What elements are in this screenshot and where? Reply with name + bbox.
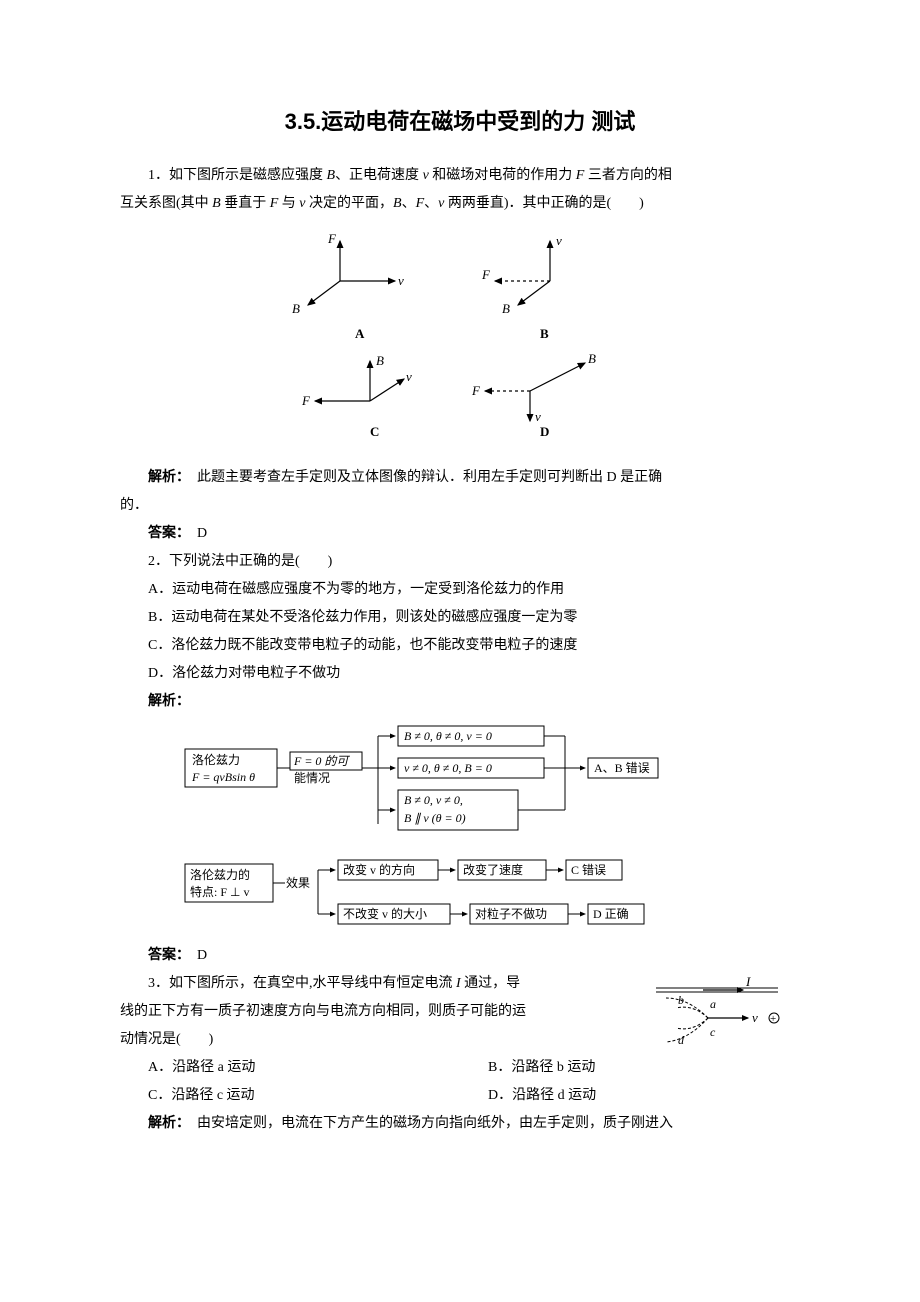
q1-stem-line1: 1．如下图所示是磁感应强度 B、正电荷速度 v 和磁场对电荷的作用力 F 三者方… (120, 162, 800, 190)
q1-l2c: 与 (278, 196, 299, 211)
q2-answer: 答案： D (120, 942, 800, 970)
q1-B1: B (327, 168, 336, 183)
q3-analysis-text: 由安培定则，电流在下方产生的磁场方向指向纸外，由左手定则，质子刚进入 (183, 1116, 673, 1131)
q2-answer-label: 答案： (148, 948, 183, 963)
q1-t3: 和磁场对电荷的作用力 (429, 168, 576, 183)
q2-optB: B．运动电荷在某处不受洛伦兹力作用，则该处的磁感应强度一定为零 (120, 604, 800, 632)
flow-c3b: B ∥ v (θ = 0) (404, 811, 466, 825)
q3-options: A．沿路径 a 运动 B．沿路径 b 运动 C．沿路径 c 运动 D．沿路径 d… (120, 1054, 800, 1110)
q1-answer: 答案： D (120, 520, 800, 548)
diag-C-B: B (376, 353, 384, 368)
q3fig-c: c (710, 1025, 716, 1039)
q3-block: 3．如下图所示，在真空中,水平导线中有恒定电流 I 通过，导 线的正下方有一质子… (120, 970, 800, 1054)
q3-optD: D．沿路径 d 运动 (460, 1082, 800, 1110)
q2-optD: D．洛伦兹力对带电粒子不做功 (120, 660, 800, 688)
q1-l2b: 垂直于 (221, 196, 270, 211)
q1-analysis-2: 的． (120, 492, 800, 520)
q1-t1: 1．如下图所示是磁感应强度 (148, 168, 327, 183)
diag-D-B: B (588, 351, 596, 366)
diag-B-v: v (556, 233, 562, 248)
q3-analysis-label: 解析： (148, 1116, 183, 1131)
q1-B3: B (393, 196, 402, 211)
q1-analysis: 解析： 此题主要考查左手定则及立体图像的辩认．利用左手定则可判断出 D 是正确 (120, 464, 800, 492)
flow-b2b: 能情况 (294, 771, 330, 785)
q3-line1: 3．如下图所示，在真空中,水平导线中有恒定电流 I 通过，导 (120, 970, 645, 998)
diag-B-F: F (481, 267, 491, 282)
q3-analysis: 解析： 由安培定则，电流在下方产生的磁场方向指向纸外，由左手定则，质子刚进入 (120, 1110, 800, 1138)
q1-l2a: 互关系图(其中 (120, 196, 212, 211)
q2-flowchart: 洛伦兹力 F = qvBsin θ F = 0 的可 能情况 B ≠ 0, θ … (120, 724, 800, 934)
q2-stem: 2．下列说法中正确的是( ) (120, 548, 800, 576)
q1-analysis-label: 解析： (148, 470, 183, 485)
q1-figure: F v B A v F B B B v F C B F v D (120, 226, 800, 456)
flow-b1a: 洛伦兹力 (192, 752, 240, 767)
flow-d2: 改变了速度 (463, 862, 523, 877)
q1-analysis-text: 此题主要考查左手定则及立体图像的辩认．利用左手定则可判断出 D 是正确 (183, 470, 662, 485)
flow-c2: v ≠ 0, θ ≠ 0, B = 0 (404, 761, 492, 775)
diag-C-label: C (370, 424, 379, 439)
flow-c1: B ≠ 0, θ ≠ 0, v = 0 (404, 729, 492, 743)
q2-answer-text: D (183, 948, 207, 963)
q1-answer-text: D (183, 526, 207, 541)
page-title: 3.5.运动电荷在磁场中受到的力 测试 (120, 100, 800, 144)
q3fig-d: d (678, 1033, 685, 1047)
diag-D-v: v (535, 409, 541, 424)
q1-l2e: 、 (402, 196, 416, 211)
flow-r1: A、B 错误 (594, 761, 650, 775)
q1-B2: B (212, 196, 221, 211)
diag-A-v: v (398, 273, 404, 288)
diag-D-F: F (471, 383, 481, 398)
q1-t4: 三者方向的相 (584, 168, 672, 183)
flow-b2a: F = 0 的可 (293, 754, 350, 768)
q1-l2f: 、 (424, 196, 438, 211)
diag-B-B: B (502, 301, 510, 316)
diag-C-F: F (301, 393, 311, 408)
flow-c3a: B ≠ 0, v ≠ 0, (404, 793, 463, 807)
q1-stem-line2: 互关系图(其中 B 垂直于 F 与 v 决定的平面，B、F、v 两两垂直)．其中… (120, 190, 800, 218)
q2-optA: A．运动电荷在磁感应强度不为零的地方，一定受到洛伦兹力的作用 (120, 576, 800, 604)
flow-e2: 对粒子不做功 (475, 906, 547, 921)
q3-l1a: 3．如下图所示，在真空中,水平导线中有恒定电流 (148, 976, 456, 991)
diag-D-label: D (540, 424, 549, 439)
flow-d3: C 错误 (571, 863, 606, 877)
q3-figure: I v + a b c d (645, 970, 800, 1054)
flow-d1: 改变 v 的方向 (343, 862, 415, 877)
q3fig-v: v (752, 1010, 758, 1025)
flow-b3b: 特点: F ⊥ v (190, 884, 249, 899)
q3-optC: C．沿路径 c 运动 (120, 1082, 460, 1110)
q1-answer-label: 答案： (148, 526, 183, 541)
q3fig-b: b (678, 993, 684, 1007)
q3-line2: 线的正下方有一质子初速度方向与电流方向相同，则质子可能的运 (120, 998, 645, 1026)
q3-optB: B．沿路径 b 运动 (460, 1054, 800, 1082)
q3-line3: 动情况是( ) (120, 1026, 645, 1054)
diag-C-v: v (406, 369, 412, 384)
flow-b3a: 洛伦兹力的 (190, 867, 250, 882)
flow-b1b: F = qvBsin θ (191, 770, 255, 784)
flow-e1: 不改变 v 的大小 (343, 906, 427, 921)
q2-optC: C．洛伦兹力既不能改变带电粒子的动能，也不能改变带电粒子的速度 (120, 632, 800, 660)
q1-l2d: 决定的平面， (306, 196, 394, 211)
q1-l2g: 两两垂直)．其中正确的是( ) (444, 196, 644, 211)
q3-optA: A．沿路径 a 运动 (120, 1054, 460, 1082)
q3fig-plus: + (770, 1013, 776, 1025)
diag-A-F: F (327, 231, 337, 246)
diag-A-label: A (355, 326, 365, 341)
q3-l1b: 通过，导 (461, 976, 521, 991)
q2-analysis-label: 解析： (148, 694, 190, 709)
flow-e3: D 正确 (593, 907, 629, 921)
diag-B-label: B (540, 326, 549, 341)
q3fig-I: I (745, 974, 751, 989)
q1-F2: F (270, 196, 279, 211)
q1-F3: F (416, 196, 425, 211)
q2-analysis: 解析： (120, 688, 800, 716)
flow-b4: 效果 (286, 875, 310, 890)
diag-A-B: B (292, 301, 300, 316)
q1-t2: 、正电荷速度 (335, 168, 423, 183)
q3fig-a: a (710, 997, 716, 1011)
